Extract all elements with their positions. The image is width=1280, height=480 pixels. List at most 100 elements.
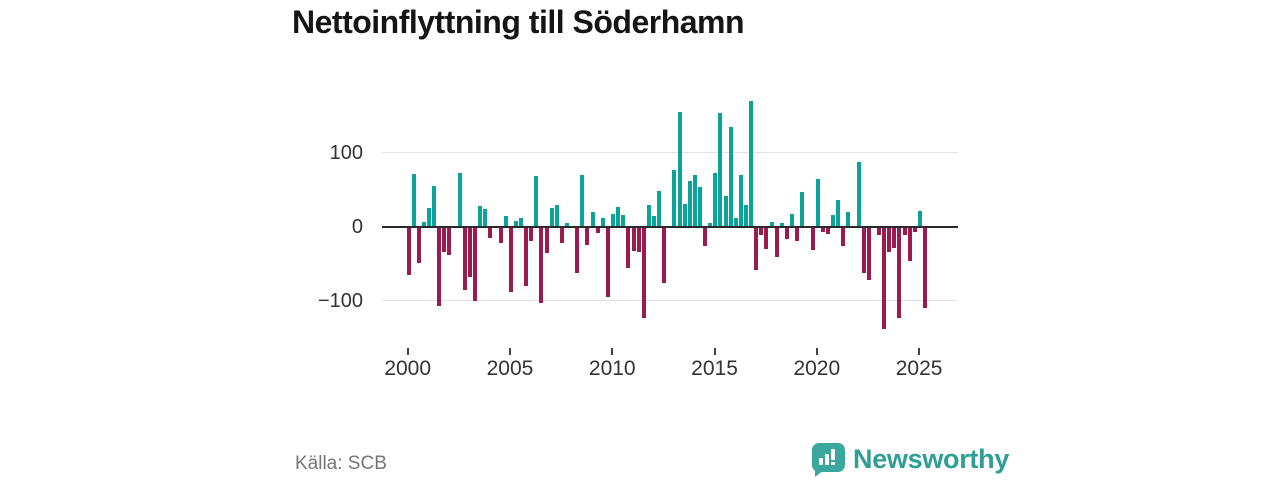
bar-2004-Q1 (488, 226, 493, 238)
bar-2002-Q1 (447, 226, 452, 255)
y-axis-tick-label: 100 (329, 141, 363, 164)
x-axis-tick (815, 348, 818, 355)
bar-2003-Q1 (467, 226, 472, 277)
bar-2020-Q2 (820, 226, 825, 233)
y-axis-tick-label: 0 (351, 215, 363, 238)
bar-2020-Q1 (815, 179, 820, 227)
chart-title: Nettoinflyttning till Söderhamn (292, 4, 745, 40)
bar-2015-Q4 (728, 126, 733, 227)
bar-2024-Q1 (897, 226, 902, 319)
source-note: Källa: SCB (295, 453, 387, 474)
bar-2018-Q3 (784, 226, 789, 240)
logo-exclamation-dot-icon (831, 462, 835, 465)
bar-2014-Q1 (692, 174, 697, 227)
bar-2007-Q1 (549, 208, 554, 227)
bar-2006-Q3 (539, 226, 544, 304)
bar-2022-Q3 (866, 226, 871, 280)
bar-2000-Q1 (406, 226, 411, 275)
bar-2005-Q1 (508, 226, 513, 293)
bar-2007-Q4 (565, 222, 570, 227)
bar-2013-Q4 (687, 181, 692, 227)
bar-2010-Q1 (611, 213, 616, 227)
x-axis-tick-label: 2015 (691, 357, 738, 380)
bar-2009-Q4 (605, 226, 610, 297)
x-axis-tick-label: 2005 (486, 357, 534, 380)
bar-2002-Q4 (462, 226, 467, 291)
bar-2012-Q3 (662, 226, 667, 283)
x-axis-tick-label: 2000 (384, 357, 432, 380)
bar-2011-Q1 (631, 226, 636, 251)
bar-2003-Q3 (478, 205, 483, 227)
bar-2011-Q3 (641, 226, 646, 319)
x-axis-tick (406, 348, 409, 355)
bar-2001-Q3 (437, 226, 442, 307)
bar-2005-Q2 (513, 220, 518, 227)
bar-2024-Q4 (912, 226, 917, 233)
brand-name: Newsworthy (853, 444, 1010, 474)
x-axis-tick-label: 2020 (793, 357, 841, 380)
bar-2018-Q1 (774, 226, 779, 257)
gridline (382, 151, 958, 154)
bar-2021-Q2 (841, 226, 846, 247)
bar-2021-Q1 (836, 199, 841, 227)
bar-2004-Q4 (503, 216, 508, 227)
bar-2011-Q2 (636, 226, 641, 253)
bar-2008-Q2 (575, 226, 580, 274)
bar-2007-Q2 (554, 205, 559, 227)
bar-2006-Q1 (529, 226, 534, 242)
bar-2005-Q3 (519, 217, 523, 227)
bar-2024-Q2 (902, 226, 907, 235)
bar-2014-Q3 (703, 226, 708, 247)
bar-2011-Q4 (646, 205, 651, 227)
bar-2023-Q1 (876, 226, 881, 235)
x-axis-tick (918, 348, 921, 355)
bar-2012-Q1 (651, 216, 656, 227)
bar-2012-Q2 (657, 190, 662, 227)
bar-2005-Q4 (524, 226, 529, 287)
bar-2003-Q4 (483, 209, 488, 227)
logo-bubble-tail (815, 470, 824, 477)
bar-2016-Q3 (744, 205, 749, 227)
bar-2021-Q3 (846, 212, 851, 227)
bar-2002-Q3 (457, 173, 462, 227)
bar-2019-Q4 (810, 226, 815, 251)
bar-2015-Q2 (718, 112, 723, 227)
bar-2017-Q4 (769, 222, 774, 227)
bar-2017-Q1 (754, 226, 759, 271)
logo-exclamation-bar-icon (831, 449, 835, 460)
bar-2017-Q3 (764, 226, 769, 250)
bar-2001-Q4 (442, 226, 447, 252)
bar-2008-Q3 (580, 175, 585, 227)
bar-2018-Q2 (779, 222, 784, 227)
bar-2018-Q4 (790, 213, 795, 227)
bar-2016-Q4 (749, 101, 754, 227)
bar-2023-Q3 (887, 226, 892, 252)
bar-2015-Q3 (723, 196, 728, 227)
bar-2025-Q1 (917, 210, 922, 227)
bar-2014-Q2 (697, 186, 702, 227)
logo-speech-bubble-icon (812, 443, 845, 472)
y-axis-tick-label: −100 (317, 289, 363, 312)
bar-2009-Q2 (595, 226, 600, 234)
bar-2007-Q3 (559, 226, 564, 243)
bar-2004-Q3 (498, 226, 503, 243)
bar-2023-Q4 (892, 226, 897, 248)
logo-chart-bar-icon (819, 458, 823, 465)
bar-2013-Q1 (672, 169, 677, 227)
bar-2020-Q4 (830, 215, 835, 227)
bar-2010-Q2 (616, 207, 621, 227)
bar-2013-Q2 (677, 111, 682, 227)
bar-2014-Q4 (708, 222, 713, 227)
bar-2010-Q4 (626, 226, 631, 268)
logo-chart-bar-icon (825, 454, 829, 465)
bar-2008-Q4 (585, 226, 590, 245)
bar-2010-Q3 (621, 214, 626, 227)
bar-2024-Q3 (907, 226, 912, 262)
bar-2016-Q2 (738, 175, 743, 227)
bar-2000-Q3 (416, 226, 421, 263)
bar-2020-Q3 (825, 226, 830, 234)
x-axis-tick-label: 2025 (895, 357, 943, 380)
bar-2001-Q2 (432, 185, 437, 227)
bar-2017-Q2 (759, 226, 764, 235)
